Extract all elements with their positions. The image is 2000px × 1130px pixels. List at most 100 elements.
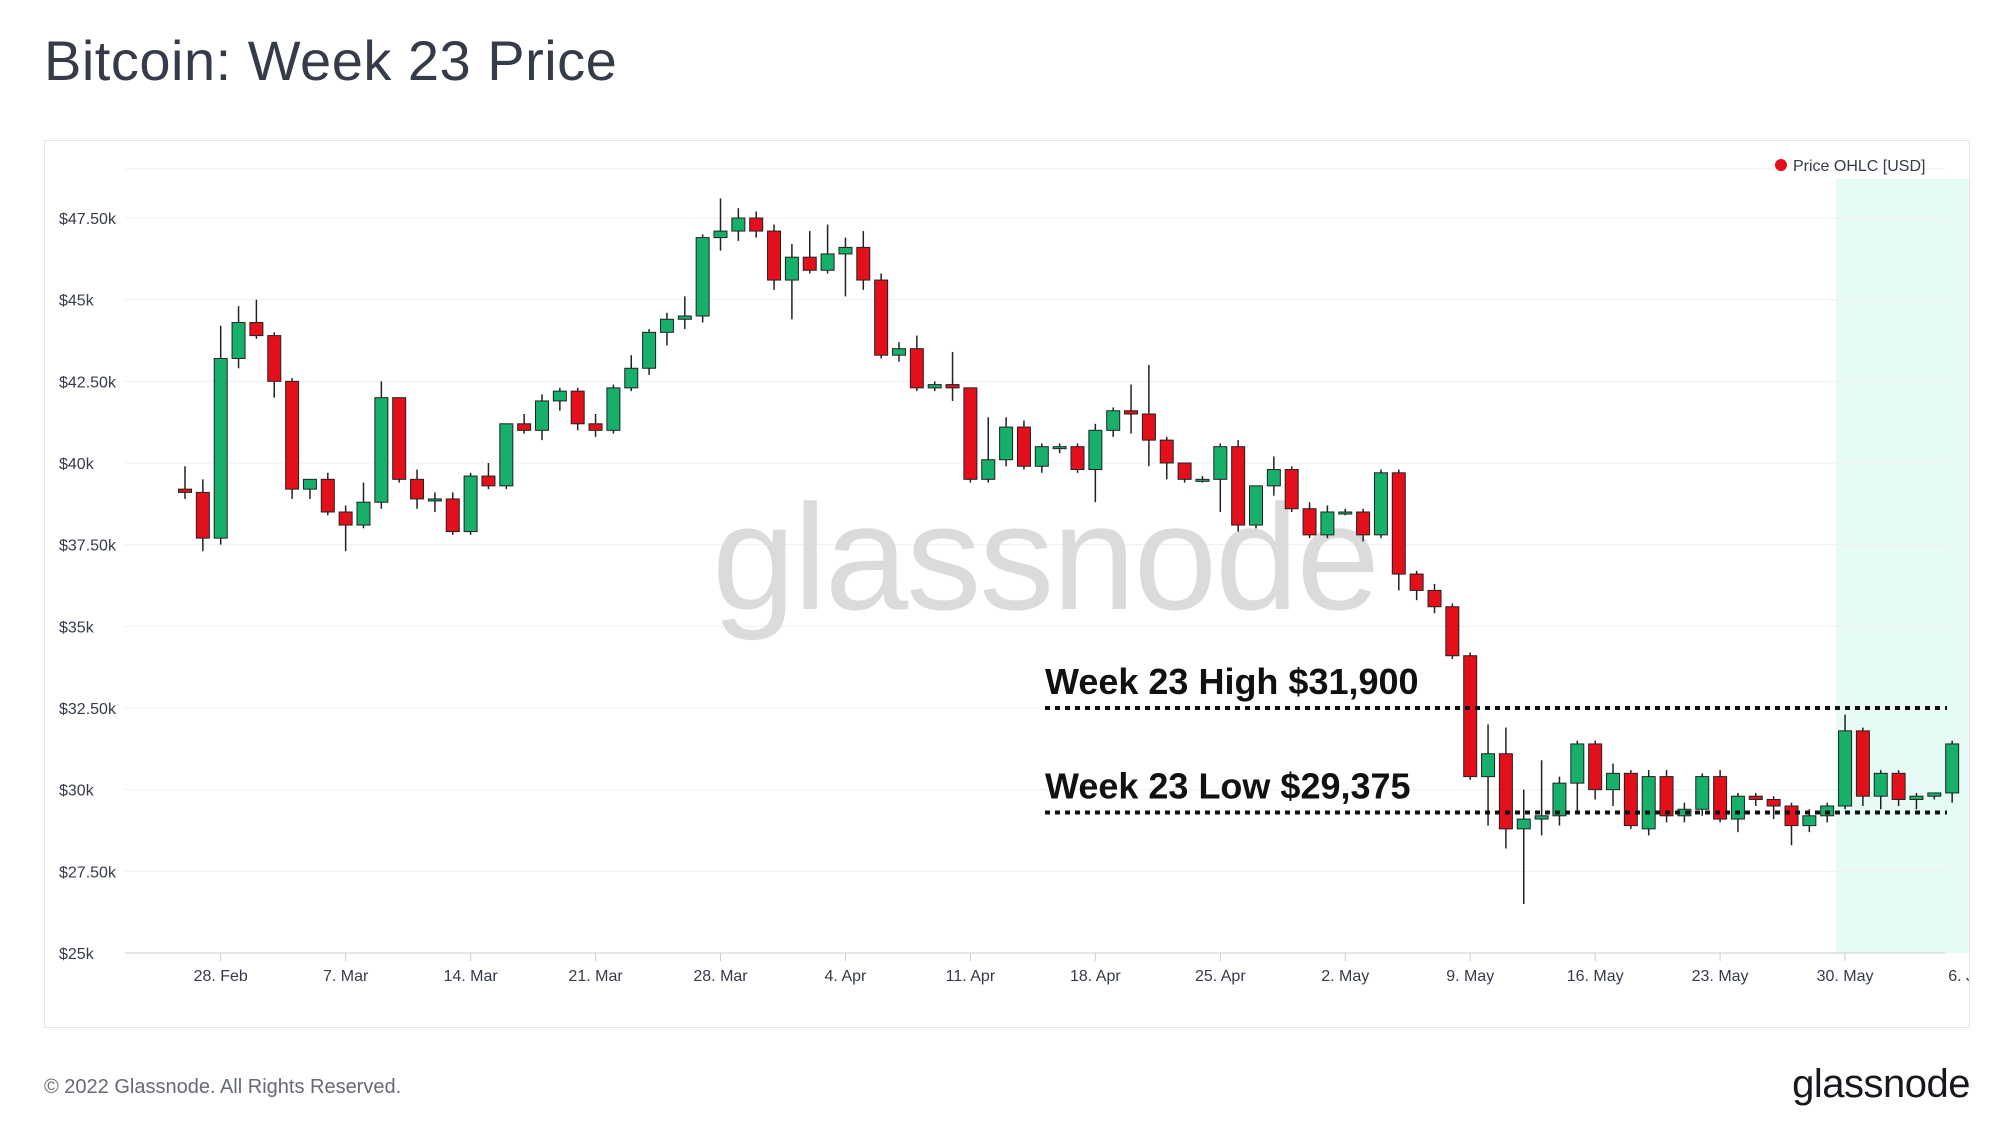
candle-body [677,315,692,320]
x-tick-label: 23. May [1692,968,1749,985]
candle-body [1088,429,1103,471]
candle [1177,462,1192,483]
candle [1838,714,1853,810]
candle [1481,724,1496,826]
candle-body [749,217,764,232]
candle [642,329,657,375]
candle-body [856,246,871,281]
candle [981,417,996,483]
candle-body [481,475,496,487]
candle-body [1748,795,1763,800]
candle [1588,740,1603,800]
highlight-band-layer [1836,179,1969,953]
candle [1855,727,1870,806]
candle [713,198,728,251]
week23-highlight-band [1836,179,1969,953]
candle [1124,384,1139,434]
candle-body [1606,772,1620,791]
candle [606,384,621,434]
candle-body [1713,776,1728,820]
x-tick-label: 21. Mar [568,968,623,985]
candle-body [963,387,978,480]
candle [927,381,942,392]
candle-body [1695,776,1710,810]
candle [427,492,442,512]
candle-body [1927,792,1942,797]
candle [1070,443,1085,473]
candle-body [1391,472,1406,575]
legend[interactable]: Price OHLC [USD] [1775,158,1925,175]
y-tick-label: $32.50k [59,701,117,718]
candle-body [874,279,889,356]
candle [784,244,799,320]
candle [1534,760,1549,836]
candle-body [1730,795,1745,820]
candle [1231,440,1246,532]
page-title: Bitcoin: Week 23 Price [44,29,618,92]
candle [1873,770,1888,810]
candle [178,466,192,499]
candle-body [1373,472,1388,536]
candle [749,211,764,238]
candle [1106,407,1121,437]
candle [517,414,532,434]
candle [945,351,960,401]
watermark-text: glassnode [712,473,1378,641]
candle [1195,476,1210,483]
candle-body [320,478,335,513]
candle-body [588,423,603,431]
candle-body [802,256,817,271]
candle-body [374,397,389,503]
candle-body [1070,446,1085,471]
candle [356,482,371,529]
candle [1338,508,1353,516]
candle-body [1266,469,1281,487]
candle-body [1213,446,1228,480]
candle-body [1284,469,1299,510]
candle-body [1784,805,1799,827]
candle-body [1195,478,1210,482]
candle-body [1016,426,1031,467]
candle-body [302,478,317,490]
candle [231,306,246,369]
candle-body [231,322,246,359]
candle-body [767,230,782,281]
x-tick-label: 11. Apr [946,968,996,985]
candle [1463,652,1478,780]
candle-body [570,390,585,425]
candle-body [695,237,710,317]
candle [820,224,835,274]
candle [695,234,710,323]
candle-body [1231,446,1246,526]
candle-body [820,253,835,271]
candle [1945,740,1960,803]
candle-body [1249,485,1263,526]
candle-body [178,488,192,493]
candle-body [1873,772,1888,797]
candle [624,355,639,392]
candle-body [338,511,353,526]
candle-body [1552,782,1567,817]
candle [1641,770,1656,836]
x-tick-label: 7. Mar [323,968,369,985]
candle-body [517,423,532,431]
candle [802,231,817,274]
candle-body [784,256,799,281]
x-tick-label: 18. Apr [1070,968,1121,985]
candle [731,208,746,241]
candle-body [1623,772,1638,827]
candle-body [838,246,853,255]
candle [659,312,674,346]
candle-body [1498,753,1513,830]
candle [874,273,889,359]
candle-body [1891,772,1906,800]
annotation-week23-high: Week 23 High $31,900 [1045,661,1419,702]
x-tick-label: 30. May [1817,968,1874,985]
candle [195,479,210,552]
candle-body [659,318,674,333]
candle-body [1838,730,1853,807]
candle [445,492,460,535]
candle [267,332,282,398]
legend-label: Price OHLC [USD] [1793,158,1925,175]
candle [213,325,228,545]
